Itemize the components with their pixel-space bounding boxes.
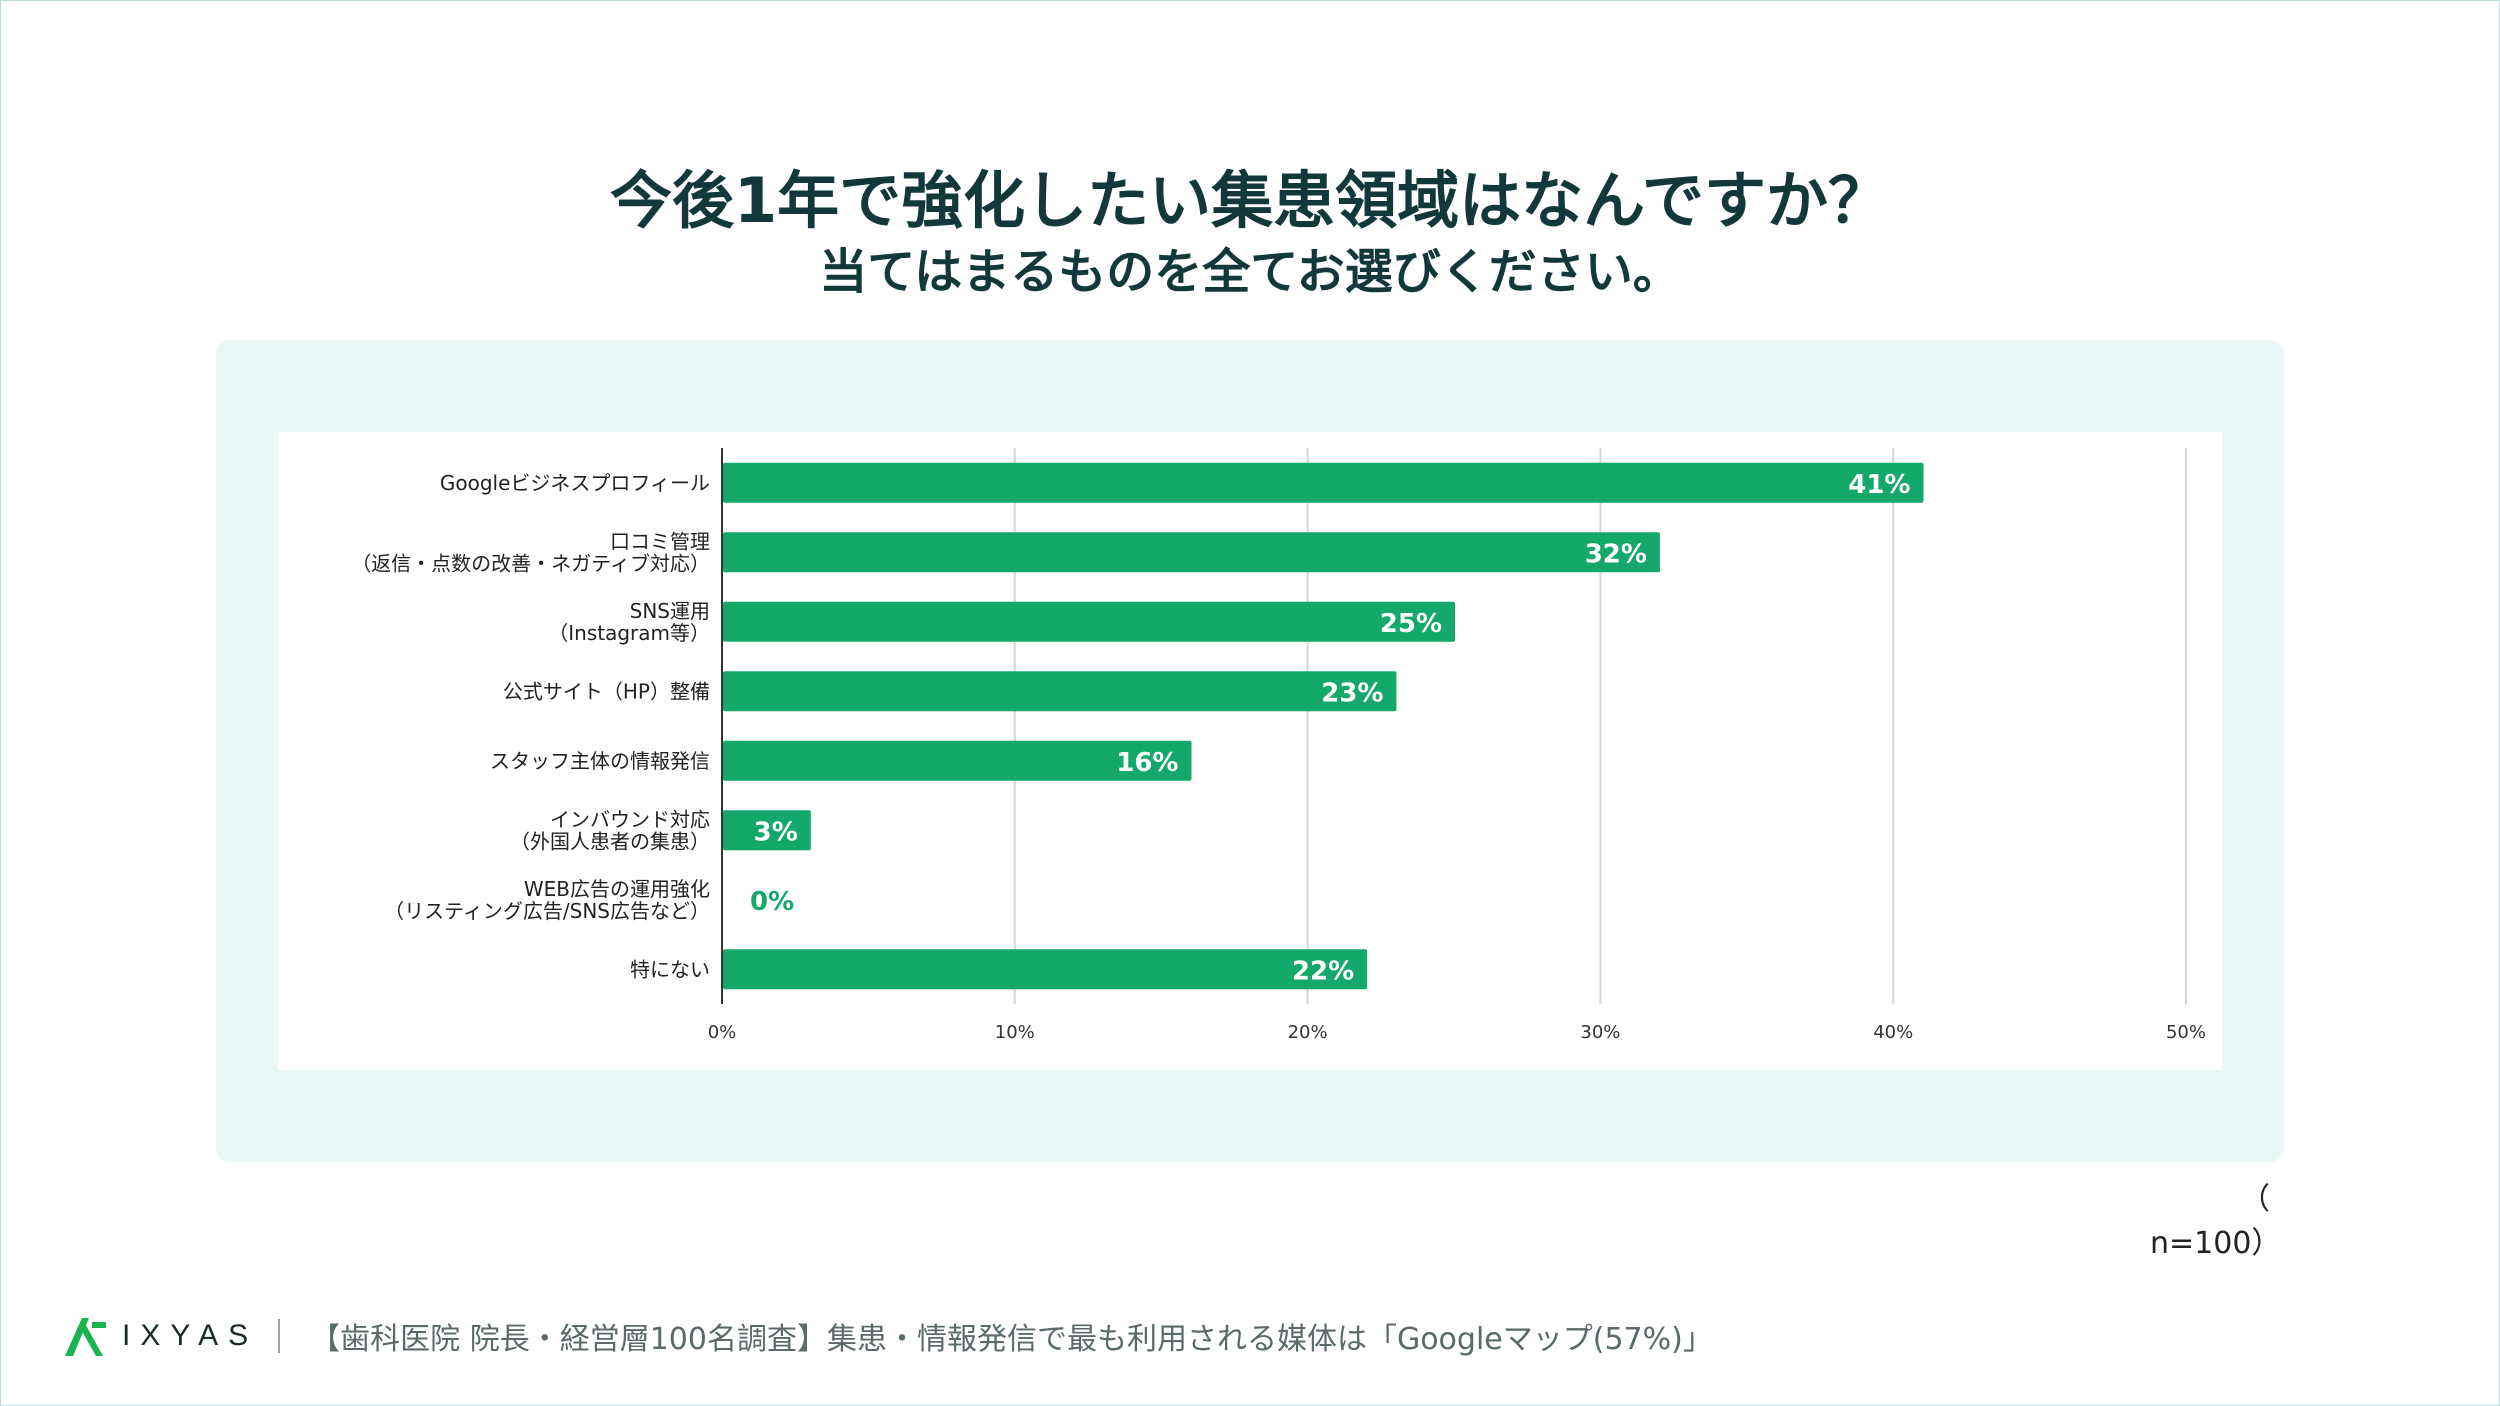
footer: IXYAS 【歯科医院 院長・経営層100名調査】集患・情報発信で最も利用される… xyxy=(62,1306,1713,1366)
x-tick-label-10: 10% xyxy=(995,1022,1035,1043)
bar-2 xyxy=(723,601,1455,642)
category-label-1-1: （返信・点数の改善・ネガティブ対応） xyxy=(351,551,710,575)
category-label-6-1: （リスティング広告/SNS広告など） xyxy=(384,899,710,923)
data-label-2: 25% xyxy=(1380,609,1442,639)
bar-5 xyxy=(723,810,811,851)
x-tick-label-30: 30% xyxy=(1580,1022,1620,1043)
data-label-5: 3% xyxy=(754,817,798,847)
footer-caption: 【歯科医院 院長・経営層100名調査】集患・情報発信で最も利用される媒体は「Go… xyxy=(310,1322,1713,1357)
category-label-4-0: スタッフ主体の情報発信 xyxy=(490,749,710,773)
data-label-6: 0% xyxy=(750,887,794,917)
ixyas-logo-icon xyxy=(65,1318,106,1356)
x-tick-label-40: 40% xyxy=(1873,1022,1913,1043)
bar-1 xyxy=(723,532,1660,573)
bar-0 xyxy=(723,462,1924,503)
category-label-7-0: 特にない xyxy=(630,957,710,981)
category-label-0-0: Googleビジネスプロフィール xyxy=(440,471,710,495)
category-label-2-1: （Instagram等） xyxy=(548,621,710,645)
x-tick-label-50: 50% xyxy=(2166,1022,2206,1043)
bar-7 xyxy=(723,949,1368,990)
data-label-7: 22% xyxy=(1292,956,1354,986)
data-label-0: 41% xyxy=(1848,470,1910,500)
bar-chart: 0% 10% 20% 30% 40% 50% 41% Googleビジネスプロフィール 32% 口… xyxy=(351,448,2206,1043)
category-label-3-0: 公式サイト（HP）整備 xyxy=(503,679,710,703)
brand-name: IXYAS xyxy=(122,1319,259,1352)
data-label-3: 23% xyxy=(1321,678,1383,708)
category-label-6-0: WEB広告の運用強化 xyxy=(524,877,710,901)
data-label-4: 16% xyxy=(1116,748,1178,778)
category-label-1-0: 口コミ管理 xyxy=(610,529,710,553)
category-label-5-1: （外国人患者の集患） xyxy=(510,829,710,853)
page-title: 今後1年で強化したい集患領域はなんですか？ xyxy=(609,164,1891,237)
category-label-2-0: SNS運用 xyxy=(630,599,710,623)
x-tick-label-20: 20% xyxy=(1288,1022,1328,1043)
x-tick-label-0: 0% xyxy=(708,1022,737,1043)
sample-size-note: （ n=100） xyxy=(2150,1182,2282,1261)
category-label-5-0: インバウンド対応 xyxy=(550,807,710,831)
bar-3 xyxy=(723,671,1397,712)
bar-4 xyxy=(723,740,1192,781)
chart-area: 0% 10% 20% 30% 40% 50% 41% Googleビジネスプロフィール 32% 口… xyxy=(278,432,2222,1070)
page-subtitle: 当てはまるものを全てお選びください。 xyxy=(819,244,1681,300)
data-label-1: 32% xyxy=(1585,539,1647,569)
footer-divider xyxy=(278,1319,281,1353)
